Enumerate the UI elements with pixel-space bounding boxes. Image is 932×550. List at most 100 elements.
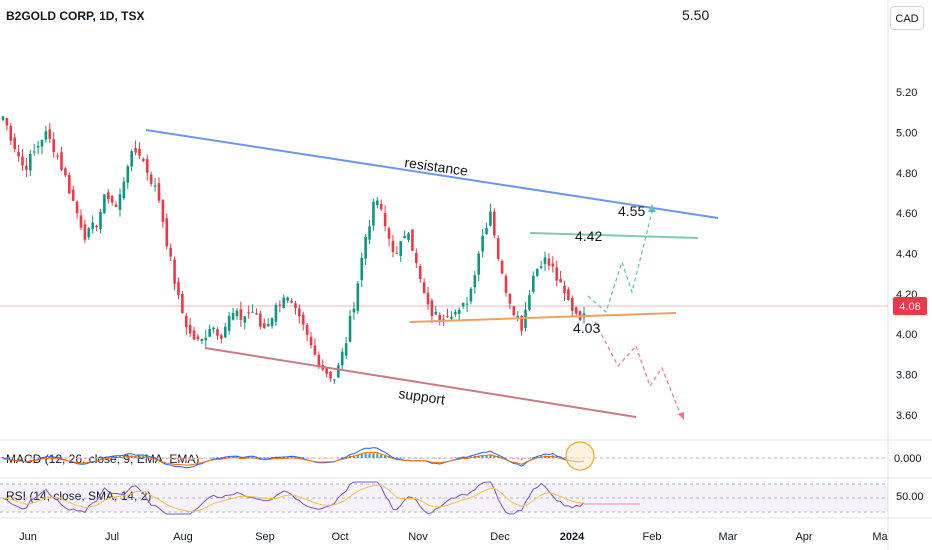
y-tick-label: 5.20 <box>896 87 917 99</box>
level-403-line <box>409 312 677 323</box>
level-442-line <box>529 232 699 239</box>
y-tick-label: 3.60 <box>896 410 917 422</box>
candle-body <box>282 297 286 308</box>
candle-body <box>259 313 262 327</box>
candle-body <box>489 211 492 226</box>
macd-histogram-bar <box>493 455 496 458</box>
candle-body <box>469 288 473 302</box>
candle-body <box>473 275 477 288</box>
macd-histogram-bar <box>189 458 192 461</box>
macd-histogram-bar <box>376 453 379 458</box>
candle-body <box>337 365 340 378</box>
macd-histogram-bar <box>481 454 484 458</box>
macd-signal-line <box>2 451 585 466</box>
candle-body <box>270 318 274 327</box>
candle-body <box>305 324 309 335</box>
macd-histogram-bar <box>267 457 270 458</box>
candle-body <box>481 235 484 252</box>
candle-body <box>220 335 223 339</box>
candle-body <box>379 203 383 210</box>
candle-body <box>325 367 328 374</box>
candle-body <box>298 308 301 317</box>
rsi-sma-line <box>2 484 585 513</box>
candle-body <box>52 139 55 152</box>
candle-body <box>262 323 266 328</box>
candle-body <box>196 336 200 340</box>
candle-body <box>571 297 574 311</box>
candle-body <box>532 275 535 292</box>
candle-body <box>461 302 465 307</box>
candle-body <box>255 313 258 315</box>
macd-histogram-bar <box>99 457 102 458</box>
macd-histogram-bar <box>154 457 157 458</box>
candle-body <box>239 309 243 320</box>
macd-histogram-bar <box>563 457 566 458</box>
macd-histogram-bar <box>200 458 203 460</box>
macd-histogram-bar <box>368 453 371 458</box>
candle-body <box>21 156 24 166</box>
currency-button[interactable]: CAD <box>890 6 924 30</box>
y-tick-label: 5.00 <box>896 128 917 140</box>
x-tick-label: Apr <box>795 531 812 543</box>
x-tick-label: 2024 <box>560 531 585 543</box>
candle-body <box>266 324 270 327</box>
bearish-arrowhead <box>678 412 684 420</box>
candle-body <box>79 215 83 228</box>
candle-body <box>457 309 461 314</box>
macd-histogram-bar <box>294 456 297 458</box>
macd-histogram-bar <box>333 458 336 459</box>
candle-body <box>145 159 149 173</box>
x-tick-label: Ma <box>872 531 888 543</box>
macd-histogram-bar <box>458 457 461 458</box>
x-tick-label: Mar <box>719 531 738 543</box>
rsi-pane <box>2 481 640 515</box>
candle-body <box>333 379 336 381</box>
candle-body <box>555 267 559 281</box>
macd-histogram-bar <box>512 458 515 459</box>
macd-histogram-bar <box>536 456 539 458</box>
macd-histogram-bar <box>434 458 437 459</box>
x-tick-label: Jun <box>19 531 37 543</box>
macd-histogram-bar <box>329 458 332 459</box>
macd-histogram-bar <box>181 458 184 461</box>
candle-body <box>313 345 317 355</box>
candle-body <box>387 228 391 239</box>
candle-body <box>348 316 352 342</box>
macd-histogram-bar <box>442 458 445 459</box>
candle-body <box>539 266 543 268</box>
macd-histogram-bar <box>259 457 262 458</box>
level-455-label: 4.55 <box>618 203 645 219</box>
macd-histogram-bar <box>247 456 250 458</box>
candle-body <box>235 310 239 317</box>
candle-body <box>134 148 137 153</box>
candle-body <box>516 315 520 319</box>
candle-body <box>181 293 184 314</box>
macd-histogram-bar <box>232 456 235 458</box>
macd-histogram-bar <box>337 457 340 459</box>
macd-histogram-bar <box>83 458 86 460</box>
candle-body <box>177 281 180 295</box>
candle-body <box>360 257 364 281</box>
y-tick-label: 3.80 <box>896 370 917 382</box>
macd-histogram-bar <box>372 453 375 458</box>
candle-body <box>75 201 79 214</box>
candle-body <box>153 185 157 187</box>
last-price-badge <box>893 297 927 315</box>
candle-body <box>551 263 555 267</box>
macd-histogram-bar <box>325 458 328 459</box>
candle-body <box>106 192 110 200</box>
candle-body <box>485 227 488 235</box>
candle-body <box>352 308 356 313</box>
candle-body <box>243 316 247 323</box>
macd-histogram-bar <box>216 457 219 458</box>
x-tick-label: Aug <box>173 531 193 543</box>
macd-histogram-bar <box>317 458 320 459</box>
macd-histogram-bar <box>341 457 344 458</box>
candle-body <box>5 118 9 126</box>
rsi-line <box>2 481 585 515</box>
macd-histogram-bar <box>60 457 63 458</box>
x-tick-label: Feb <box>643 531 662 543</box>
candle-body <box>403 235 406 239</box>
macd-histogram-bar <box>9 457 12 459</box>
